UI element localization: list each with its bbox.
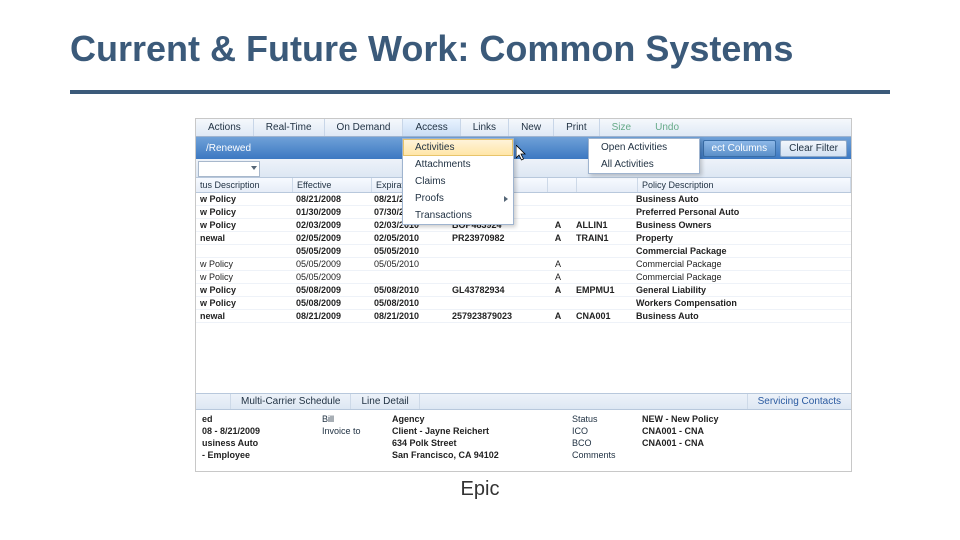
table-row[interactable]: newal02/05/200902/05/2010PR23970982ATRAI… [196,232,851,245]
menu-item-activities[interactable]: Activities [403,139,513,156]
tab-line-detail[interactable]: Line Detail [351,394,419,409]
menu-item-proofs[interactable]: Proofs [403,190,513,207]
menu-new[interactable]: New [509,119,554,136]
table-row[interactable]: w Policy02/03/200902/03/2010BOP483924AAL… [196,219,851,232]
filter-dropdown[interactable] [198,161,260,177]
caption: Epic [0,478,960,501]
tabstrip: /Renewed ect Columns Clear Filter [196,137,851,159]
menubar: ActionsReal-TimeOn DemandAccessLinksNewP… [196,119,851,137]
col-status[interactable] [548,178,577,192]
menu-size[interactable]: Size [600,119,643,136]
filter-row [196,159,851,178]
table-row[interactable]: w Policy05/05/2009ACommercial Package [196,271,851,284]
menu-item-all-activities[interactable]: All Activities [589,156,699,173]
table-row[interactable]: 05/05/200905/05/2010Commercial Package [196,245,851,258]
menu-access[interactable]: Access [403,119,460,136]
col-effective[interactable]: Effective [293,178,372,192]
activities-submenu: Open ActivitiesAll Activities [588,138,700,174]
menu-item-attachments[interactable]: Attachments [403,156,513,173]
epic-screenshot: ActionsReal-TimeOn DemandAccessLinksNewP… [195,118,852,472]
table-row[interactable]: w Policy01/30/200907/30/2Preferred Perso… [196,206,851,219]
access-menu: ActivitiesAttachmentsClaimsProofsTransac… [402,138,514,225]
menu-item-claims[interactable]: Claims [403,173,513,190]
slide-title: Current & Future Work: Common Systems [70,28,793,70]
menu-real-time[interactable]: Real-Time [254,119,325,136]
grid-body: w Policy08/21/200808/21/2Business Autow … [196,193,851,323]
table-row[interactable]: w Policy05/08/200905/08/2010GL43782934AE… [196,284,851,297]
menu-undo[interactable]: Undo [643,119,691,136]
table-row[interactable]: w Policy08/21/200808/21/2Business Auto [196,193,851,206]
menu-item-transactions[interactable]: Transactions [403,207,513,224]
clear-filter-button[interactable]: Clear Filter [780,140,847,157]
table-row[interactable]: w Policy05/08/200905/08/2010Workers Comp… [196,297,851,310]
separator [70,90,890,94]
menu-actions[interactable]: Actions [196,119,254,136]
bottom-tabs: Multi-Carrier Schedule Line Detail Servi… [196,393,851,410]
detail-panel: ed08 - 8/21/2009usiness Auto- EmployeeBi… [196,410,851,464]
menu-links[interactable]: Links [461,119,509,136]
grid-header: tus Description Effective Expiration Pol… [196,178,851,193]
col-policy-desc[interactable]: Policy Description [638,178,851,192]
select-columns-button[interactable]: ect Columns [703,140,777,157]
tab-multi-carrier[interactable]: Multi-Carrier Schedule [231,394,351,409]
table-row[interactable]: w Policy05/05/200905/05/2010ACommercial … [196,258,851,271]
col-status-desc[interactable]: tus Description [196,178,293,192]
col-company[interactable] [577,178,638,192]
menu-on-demand[interactable]: On Demand [325,119,404,136]
tab-servicing-contacts[interactable]: Servicing Contacts [747,394,851,409]
menu-print[interactable]: Print [554,119,600,136]
table-row[interactable]: newal08/21/200908/21/2010257923879023ACN… [196,310,851,323]
menu-item-open-activities[interactable]: Open Activities [589,139,699,156]
tab-renewed[interactable]: /Renewed [196,140,261,157]
